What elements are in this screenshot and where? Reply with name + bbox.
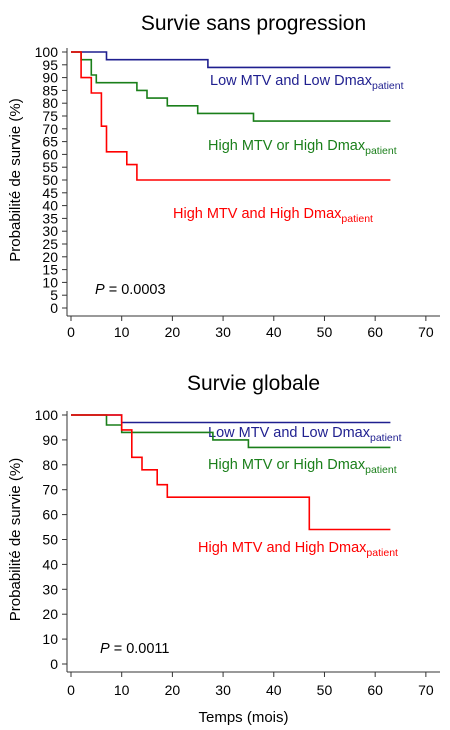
x-tick-label: 30: [215, 324, 231, 340]
y-tick-label: 100: [35, 407, 59, 423]
series-label-subscript: patient: [365, 145, 397, 157]
series-label-text: Low MTV and Low Dmax: [210, 73, 373, 89]
series-label-1: Low MTV and Low Dmaxpatient: [208, 425, 402, 444]
series-label-2: High MTV or High Dmaxpatient: [208, 138, 397, 157]
y-tick-label: 0: [50, 300, 58, 316]
y-tick-label: 20: [42, 606, 58, 622]
p-symbol: P: [95, 282, 105, 298]
p-value-annotation: P = 0.0003: [95, 282, 166, 298]
p-value-annotation: P = 0.0011: [100, 641, 169, 657]
y-axis-label: Probabilité de survie (%): [7, 98, 24, 261]
y-tick-label: 70: [42, 121, 58, 137]
y-axis-label: Probabilité de survie (%): [7, 458, 24, 621]
y-tick-label: 25: [42, 236, 58, 252]
y-tick-label: 0: [50, 656, 58, 672]
y-tick-label: 10: [42, 274, 58, 290]
series-label-subscript: patient: [366, 547, 398, 559]
p-symbol: P: [100, 641, 110, 657]
x-tick-label: 40: [266, 682, 282, 698]
series-label-2: High MTV or High Dmaxpatient: [208, 457, 397, 476]
p-value: = 0.0011: [110, 641, 170, 657]
series-label-1: Low MTV and Low Dmaxpatient: [210, 73, 404, 92]
y-tick-label: 10: [42, 631, 58, 647]
y-tick-label: 40: [42, 198, 58, 214]
y-tick-label: 20: [42, 249, 58, 265]
chart-title: Survie globale: [187, 372, 320, 395]
series-label-text: High MTV and High Dmax: [198, 540, 367, 556]
x-tick-label: 0: [67, 682, 75, 698]
series-label-text: Low MTV and Low Dmax: [208, 425, 371, 441]
series-label-text: High MTV or High Dmax: [208, 457, 366, 473]
series-line-3: [71, 414, 391, 531]
y-tick-label: 70: [42, 482, 58, 498]
y-tick-label: 50: [42, 532, 58, 548]
series-label-subscript: patient: [341, 213, 373, 225]
y-tick-label: 50: [42, 172, 58, 188]
x-tick-label: 50: [317, 324, 333, 340]
x-tick-label: 30: [215, 682, 231, 698]
series-line-2: [71, 414, 391, 449]
y-tick-label: 75: [42, 108, 58, 124]
series-line-1: [71, 51, 391, 69]
series-label-text: High MTV or High Dmax: [208, 138, 366, 154]
series-label-3: High MTV and High Dmaxpatient: [173, 206, 373, 225]
x-tick-label: 70: [418, 324, 434, 340]
x-tick-label: 50: [317, 682, 333, 698]
series-label-subscript: patient: [370, 432, 402, 444]
y-tick-label: 85: [42, 82, 58, 98]
series-line-3: [71, 51, 391, 181]
y-tick-label: 90: [42, 432, 58, 448]
x-tick-label: 10: [114, 324, 130, 340]
y-tick-label: 60: [42, 146, 58, 162]
y-tick-label: 60: [42, 507, 58, 523]
y-tick-label: 40: [42, 556, 58, 572]
chart-panel-2: Survie globale 0 10 20 30 40 50 60 70 80 90 100 0 10 2…: [7, 372, 440, 726]
x-tick-label: 20: [165, 324, 181, 340]
chart-panel-1: Survie sans progression05101520253035404…: [7, 12, 440, 340]
p-value: = 0.0003: [105, 282, 166, 298]
chart-title: Survie sans progression: [141, 12, 366, 35]
y-tick-label: 95: [42, 57, 58, 73]
x-tick-label: 0: [67, 324, 75, 340]
x-tick-label: 20: [165, 682, 181, 698]
y-tick-label: 55: [42, 159, 58, 175]
x-tick-label: 40: [266, 324, 282, 340]
series-label-subscript: patient: [372, 80, 404, 92]
y-tick-label: 45: [42, 185, 58, 201]
y-tick-label: 30: [42, 223, 58, 239]
y-tick-label: 80: [42, 95, 58, 111]
x-tick-label: 10: [114, 682, 130, 698]
x-tick-label: 60: [367, 324, 383, 340]
x-tick-label: 70: [418, 682, 434, 698]
series-label-subscript: patient: [365, 464, 397, 476]
y-tick-label: 100: [35, 44, 59, 60]
x-tick-label: 60: [367, 682, 383, 698]
y-tick-label: 90: [42, 70, 58, 86]
y-tick-label: 80: [42, 457, 58, 473]
series-line-2: [71, 51, 391, 122]
series-label-text: High MTV and High Dmax: [173, 206, 342, 222]
y-tick-label: 30: [42, 581, 58, 597]
series-label-3: High MTV and High Dmaxpatient: [198, 540, 398, 559]
x-axis-label: Temps (mois): [198, 709, 288, 726]
y-tick-label: 5: [50, 287, 58, 303]
y-tick-label: 65: [42, 134, 58, 150]
y-tick-label: 15: [42, 262, 58, 278]
series-line-1: [71, 414, 391, 424]
y-tick-label: 35: [42, 210, 58, 226]
